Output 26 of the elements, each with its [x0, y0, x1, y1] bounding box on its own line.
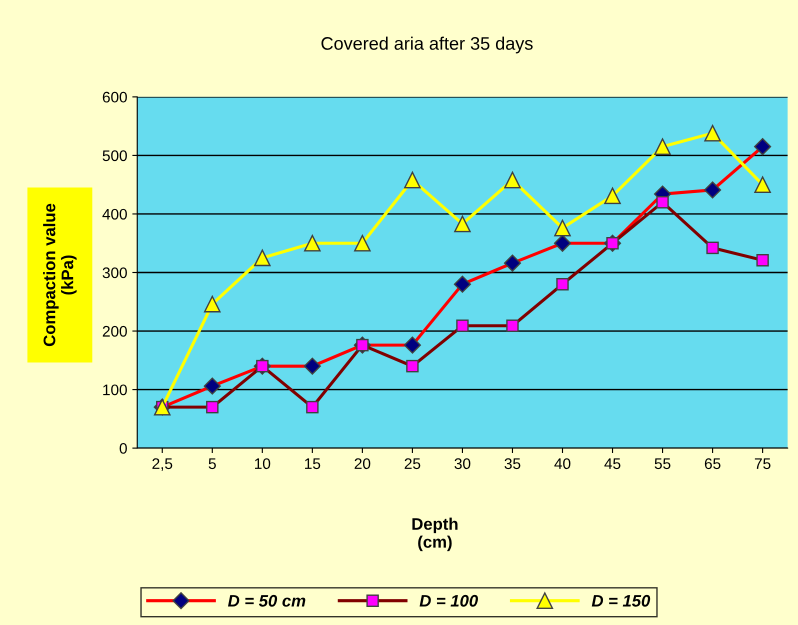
x-tick-label: 65	[704, 458, 720, 470]
legend-label: D = 50 cm	[228, 594, 306, 607]
x-tick-label: 25	[404, 458, 420, 470]
legend-label: D = 150	[592, 594, 650, 607]
x-axis-title: Depth (cm)	[412, 518, 458, 552]
y-tick-label: 0	[120, 442, 127, 454]
x-tick-label: 45	[604, 458, 620, 470]
y-tick-label: 600	[102, 92, 127, 103]
y-tick-label: 400	[102, 208, 127, 220]
x-tick-label: 40	[554, 458, 570, 470]
x-tick-label: 55	[654, 458, 670, 470]
legend-label: D = 100	[420, 594, 478, 607]
x-tick-label: 75	[754, 458, 770, 470]
x-tick-label: 10	[254, 458, 270, 470]
x-tick-label: 5	[208, 458, 216, 470]
y-tick-label: 200	[102, 326, 127, 337]
x-tick-label: 30	[454, 458, 470, 470]
y-tick-label: 300	[102, 267, 127, 278]
x-tick-label: 20	[354, 458, 370, 470]
y-tick-label: 100	[103, 384, 127, 396]
x-tick-label: 2,5	[152, 458, 172, 471]
y-tick-label: 500	[102, 150, 127, 162]
y-axis-title: Compaction value (kPa)	[43, 204, 77, 346]
x-tick-label: 15	[305, 458, 320, 470]
chart-title: Covered aria after 35 days	[321, 36, 533, 54]
x-tick-label: 35	[504, 458, 520, 470]
